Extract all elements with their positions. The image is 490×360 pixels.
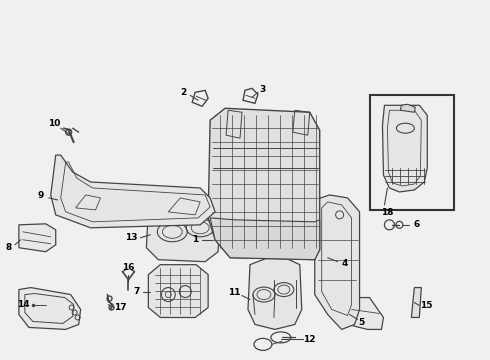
Polygon shape <box>369 95 454 210</box>
Polygon shape <box>208 108 319 260</box>
Polygon shape <box>210 218 319 260</box>
Polygon shape <box>412 288 421 318</box>
Text: 3: 3 <box>260 85 266 94</box>
Text: 14: 14 <box>17 300 29 309</box>
Polygon shape <box>347 298 384 329</box>
Polygon shape <box>19 224 56 252</box>
Text: 15: 15 <box>420 301 433 310</box>
Text: 7: 7 <box>133 287 140 296</box>
Polygon shape <box>147 198 220 262</box>
Text: 1: 1 <box>192 235 198 244</box>
Polygon shape <box>51 155 215 228</box>
Text: 4: 4 <box>342 259 348 268</box>
Polygon shape <box>400 104 416 112</box>
Polygon shape <box>148 265 208 318</box>
Polygon shape <box>248 258 302 329</box>
Text: 18: 18 <box>381 208 393 217</box>
Text: 16: 16 <box>122 263 135 272</box>
Text: 2: 2 <box>180 88 186 97</box>
Text: 10: 10 <box>48 119 60 128</box>
Polygon shape <box>315 195 360 329</box>
Text: 17: 17 <box>114 303 127 312</box>
Text: 11: 11 <box>228 288 240 297</box>
Polygon shape <box>19 288 81 329</box>
Text: 13: 13 <box>125 233 138 242</box>
Text: 12: 12 <box>303 335 316 344</box>
Text: 5: 5 <box>358 318 365 327</box>
Polygon shape <box>383 105 427 192</box>
Text: 9: 9 <box>38 192 44 201</box>
Text: 6: 6 <box>413 220 419 229</box>
Text: 8: 8 <box>6 243 12 252</box>
